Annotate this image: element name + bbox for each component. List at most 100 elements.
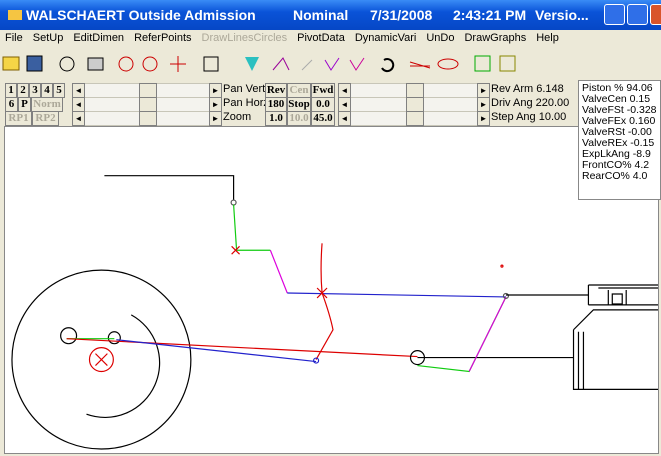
tool-icon[interactable] <box>203 56 219 72</box>
button[interactable]: 1 <box>5 83 17 98</box>
drawing-canvas <box>4 126 659 454</box>
graph-icon[interactable] <box>437 58 459 70</box>
scroll-thumb[interactable] <box>405 97 424 112</box>
tool-icon[interactable] <box>272 57 290 71</box>
scroll-right[interactable]: ► <box>209 83 222 98</box>
graph-icon[interactable] <box>474 55 491 72</box>
link <box>104 175 235 201</box>
control-panel: 1 2 3 4 5 6 P Norm RP1 RP2 ◄ ► Pan Vert ◄ ► Pan Horz ◄ ► Z… <box>0 80 661 126</box>
readout: Piston % 94.06 <box>582 82 653 94</box>
tool-icon[interactable] <box>301 59 313 71</box>
tool-icon[interactable] <box>349 57 365 71</box>
print-icon[interactable] <box>87 57 104 71</box>
lever <box>468 296 507 372</box>
scroll-thumb[interactable] <box>138 111 157 126</box>
scroll-left[interactable]: ◄ <box>72 111 85 126</box>
scroll-right[interactable]: ► <box>209 111 222 126</box>
tool-icon[interactable] <box>245 57 259 71</box>
pivot-mark <box>316 287 328 299</box>
button[interactable]: 5 <box>53 83 65 98</box>
scroll-left[interactable]: ◄ <box>338 97 351 112</box>
button[interactable]: 6 <box>5 97 18 112</box>
pivot <box>230 199 237 206</box>
main-rod <box>66 338 418 358</box>
button[interactable]: P <box>18 97 31 112</box>
button[interactable]: Stop <box>287 97 311 112</box>
menu-bar: File SetUp EditDimen ReferPoints DrawLinesCi… <box>0 32 564 50</box>
value-label: Driv Ang 220.00 <box>491 97 570 109</box>
mode: Nominal <box>293 7 349 23</box>
button[interactable]: Cen <box>287 83 311 98</box>
tool-icon[interactable] <box>170 56 186 72</box>
readout: ValveREx -0.15 <box>582 137 655 149</box>
pivot <box>502 292 510 300</box>
close-button[interactable] <box>650 4 661 25</box>
menu-item[interactable]: UnDo <box>426 32 455 44</box>
scroll-left[interactable]: ◄ <box>338 111 351 126</box>
scroll-right[interactable]: ► <box>477 111 490 126</box>
cylinder <box>572 309 658 390</box>
time: 2:43:21 PM <box>453 7 527 23</box>
radius-rod <box>287 292 506 298</box>
readout-panel: Piston % 94.06 ValveCen 0.15 ValveFSt -0.3… <box>578 80 661 200</box>
menu-item[interactable]: SetUp <box>32 32 64 44</box>
menu-item[interactable]: ReferPoints <box>134 32 192 44</box>
button[interactable]: 45.0 <box>311 111 335 126</box>
button[interactable]: Norm <box>31 97 63 112</box>
open-icon[interactable] <box>2 56 20 71</box>
scroll-left[interactable]: ◄ <box>338 83 351 98</box>
button[interactable]: Rev <box>265 83 287 98</box>
tool-icon[interactable] <box>142 56 158 72</box>
crank-pin <box>60 327 78 345</box>
graph-icon[interactable] <box>499 55 516 72</box>
button[interactable]: 10.0 <box>287 111 311 126</box>
menu-item[interactable]: EditDimen <box>73 32 125 44</box>
tool-icon[interactable] <box>118 56 134 72</box>
scroll-thumb[interactable] <box>138 97 157 112</box>
scroll-right[interactable]: ► <box>477 83 490 98</box>
combination-lever <box>417 296 507 373</box>
graph-icon[interactable] <box>409 61 431 69</box>
save-icon[interactable] <box>26 55 43 72</box>
crosshead <box>409 350 426 366</box>
scroll-left[interactable]: ◄ <box>72 83 85 98</box>
link <box>269 250 288 294</box>
button[interactable]: 3 <box>29 83 41 98</box>
button[interactable]: 0.0 <box>311 97 335 112</box>
value-label: Step Ang 10.00 <box>491 111 567 123</box>
tool-icon[interactable] <box>324 57 340 71</box>
app-title: WALSCHAERT Outside Admission <box>26 7 256 23</box>
slider-label: Pan Horz <box>223 97 269 109</box>
scroll-right[interactable]: ► <box>477 97 490 112</box>
title-bar: WALSCHAERT Outside Admission Nominal 7/3… <box>0 0 661 30</box>
menu-item[interactable]: Help <box>536 32 559 44</box>
tool-icon[interactable] <box>59 56 75 72</box>
scroll-right[interactable]: ► <box>209 97 222 112</box>
scroll-left[interactable]: ◄ <box>72 97 85 112</box>
button[interactable]: 1.0 <box>265 111 287 126</box>
menu-item[interactable]: DynamicVari <box>354 32 417 44</box>
valve-chest <box>587 284 658 306</box>
button[interactable]: 4 <box>41 83 53 98</box>
button[interactable]: RP1 <box>5 111 32 126</box>
scroll-thumb[interactable] <box>138 83 157 98</box>
menu-item[interactable]: DrawLinesCircles <box>201 32 288 44</box>
expansion-link <box>315 243 334 360</box>
point <box>500 264 504 268</box>
button[interactable]: RP2 <box>32 111 59 126</box>
readout: ValveCen 0.15 <box>582 93 651 105</box>
button[interactable]: 180 <box>265 97 287 112</box>
scroll-thumb[interactable] <box>405 83 424 98</box>
undo-icon[interactable] <box>381 58 395 73</box>
button[interactable]: Fwd <box>311 83 335 98</box>
menu-item[interactable]: DrawGraphs <box>464 32 527 44</box>
scroll-thumb[interactable] <box>405 111 424 126</box>
maximize-button[interactable] <box>627 4 648 25</box>
readout: ExpLkAng -8.9 <box>582 148 651 160</box>
menu-item[interactable]: PivotData <box>297 32 345 44</box>
minimize-button[interactable] <box>604 4 625 25</box>
slider-label: Zoom <box>223 111 252 123</box>
button[interactable]: 2 <box>17 83 29 98</box>
menu-item[interactable]: File <box>5 32 23 44</box>
